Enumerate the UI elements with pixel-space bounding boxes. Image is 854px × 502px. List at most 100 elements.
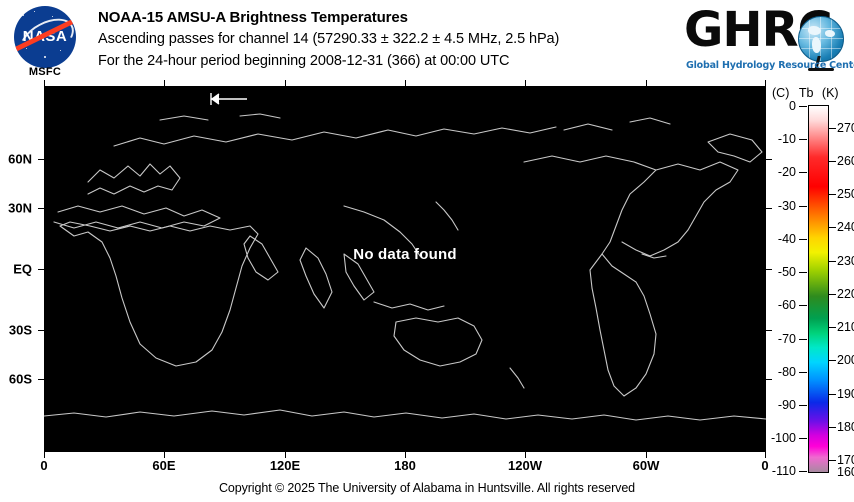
coastline-overlay <box>44 113 766 421</box>
cb-label-k-200: 200 <box>837 353 854 367</box>
cb-label-k-240: 240 <box>837 220 854 234</box>
y-label-30s: 30S <box>8 322 32 338</box>
y-label-60s: 60S <box>8 371 32 387</box>
y-tick-right-30n <box>766 208 772 209</box>
cb-label-c-0: 0 <box>789 99 796 113</box>
cb-tick-right-0 <box>828 128 836 129</box>
cb-tick-left-5 <box>799 272 807 273</box>
cb-label-c-100: -100 <box>770 431 796 445</box>
cb-label-c-70: -70 <box>777 332 796 346</box>
subtitle-channel: Ascending passes for channel 14 (57290.3… <box>98 31 560 47</box>
cb-label-c-50: -50 <box>777 265 796 279</box>
x-tick-bottom-1 <box>164 452 165 458</box>
x-tick-top-4 <box>525 80 526 86</box>
cb-tick-left-7 <box>799 339 807 340</box>
cb-label-c-10: -10 <box>777 132 796 146</box>
x-tick-bottom-6 <box>765 452 766 458</box>
cb-tick-left-2 <box>799 172 807 173</box>
cb-tick-left-0 <box>799 106 807 107</box>
ghrc-logo-subtitle: Global Hydrology Resource Center <box>686 60 854 71</box>
mouse-cursor-icon <box>210 93 247 105</box>
x-tick-bottom-0 <box>44 452 45 458</box>
x-tick-bottom-5 <box>646 452 647 458</box>
cb-label-c-20: -20 <box>777 165 796 179</box>
cb-tick-right-10 <box>828 460 836 461</box>
x-label-60e: 60E <box>152 458 176 473</box>
colorbar-header-tb: Tb <box>798 86 814 100</box>
cb-tick-right-6 <box>828 327 836 328</box>
cb-label-k-210: 210 <box>837 320 854 334</box>
cb-tick-right-2 <box>828 194 836 195</box>
cb-tick-left-9 <box>799 405 807 406</box>
cb-tick-right-1 <box>828 161 836 162</box>
x-tick-top-6 <box>765 80 766 86</box>
ghrc-logo-globe-icon <box>798 16 844 62</box>
page-title: NOAA-15 AMSU-A Brightness Temperatures <box>98 9 408 26</box>
x-label-120e: 120E <box>269 458 301 473</box>
cb-label-c-30: -30 <box>777 199 796 213</box>
y-tick-30n <box>38 208 44 209</box>
y-tick-60s <box>38 379 44 380</box>
subtitle-period: For the 24-hour period beginning 2008-12… <box>98 53 510 69</box>
cb-label-k-260: 260 <box>837 154 854 168</box>
map-canvas[interactable]: No data found <box>44 86 766 452</box>
title-block: NOAA-15 AMSU-A Brightness Temperatures A… <box>98 8 678 72</box>
ghrc-logo: GHRC Global Hydrology Resource Center <box>684 4 854 80</box>
x-tick-top-3 <box>405 80 406 86</box>
x-label-0: 0 <box>40 458 48 473</box>
x-tick-top-0 <box>44 80 45 86</box>
x-tick-bottom-2 <box>285 452 286 458</box>
colorbar-header: (C) Tb (K) <box>772 86 854 100</box>
cb-label-k-230: 230 <box>837 254 854 268</box>
y-tick-right-60s <box>766 379 772 380</box>
cb-label-c-80: -80 <box>777 365 796 379</box>
colorbar-header-kelvin: (K) <box>821 86 839 100</box>
x-tick-top-2 <box>285 80 286 86</box>
y-tick-30s <box>38 330 44 331</box>
y-tick-eq <box>38 269 44 270</box>
y-tick-60n <box>38 159 44 160</box>
x-tick-top-1 <box>164 80 165 86</box>
y-tick-right-eq <box>766 269 772 270</box>
y-label-eq: EQ <box>13 261 32 277</box>
x-label-360: 0 <box>761 458 769 473</box>
nasa-logo: NASA MSFC <box>8 6 82 80</box>
colorbar-header-celsius: (C) <box>772 86 790 100</box>
cb-label-c-110: -110 <box>771 464 796 478</box>
cb-label-k-250: 250 <box>837 187 854 201</box>
cb-tick-left-3 <box>799 206 807 207</box>
x-label-60w: 60W <box>632 458 660 473</box>
x-label-180: 180 <box>394 458 416 473</box>
map-plot-area: No data found 0 60E 120E 180 120W 60W 0 <box>8 80 772 473</box>
nasa-logo-disc: NASA <box>14 6 76 68</box>
colorbar-gradient <box>808 105 829 473</box>
cb-label-k-160: 160 <box>837 465 854 479</box>
cb-label-c-90: -90 <box>777 398 796 412</box>
y-label-30n: 30N <box>8 200 32 216</box>
cb-tick-right-8 <box>828 394 836 395</box>
cb-label-k-190: 190 <box>837 387 854 401</box>
nasa-logo-center-label: MSFC <box>28 66 62 78</box>
ghrc-logo-globe-base <box>808 68 834 71</box>
cb-tick-left-1 <box>799 139 807 140</box>
cb-tick-right-9 <box>828 427 836 428</box>
cb-tick-left-4 <box>799 239 807 240</box>
cb-tick-right-3 <box>828 227 836 228</box>
cb-tick-right-5 <box>828 294 836 295</box>
x-label-120w: 120W <box>508 458 542 473</box>
cb-tick-right-7 <box>828 360 836 361</box>
cb-label-k-180: 180 <box>837 420 854 434</box>
x-tick-bottom-3 <box>405 452 406 458</box>
y-tick-right-30s <box>766 330 772 331</box>
cb-label-c-40: -40 <box>777 232 796 246</box>
no-data-message: No data found <box>353 246 457 263</box>
y-tick-right-60n <box>766 159 772 160</box>
copyright-notice: Copyright © 2025 The University of Alaba… <box>218 481 636 495</box>
cb-label-k-270: 270 <box>837 121 854 135</box>
cb-tick-left-6 <box>799 305 807 306</box>
cb-tick-left-8 <box>799 372 807 373</box>
cb-tick-left-10 <box>799 438 807 439</box>
cb-tick-left-11 <box>799 471 807 472</box>
x-tick-bottom-4 <box>525 452 526 458</box>
x-tick-top-5 <box>646 80 647 86</box>
